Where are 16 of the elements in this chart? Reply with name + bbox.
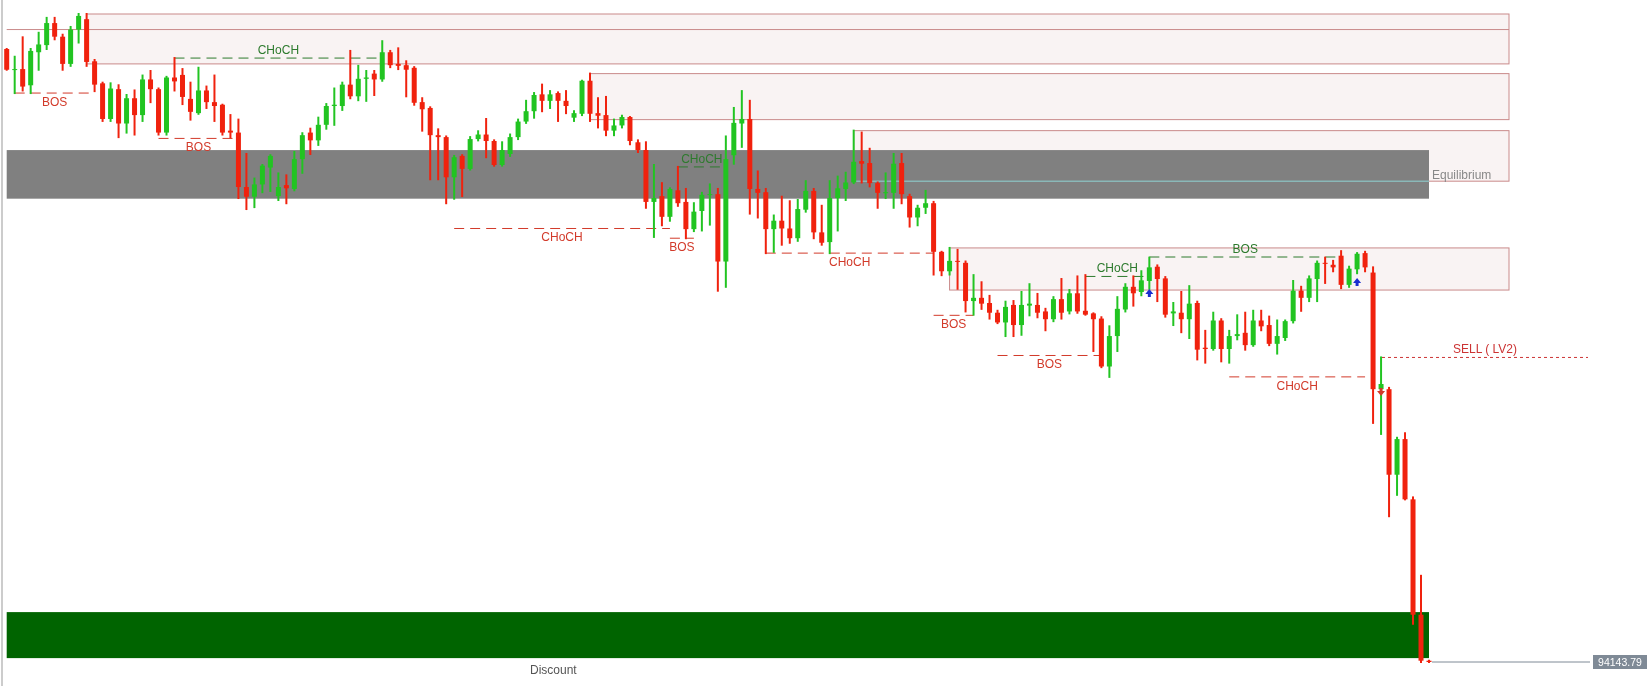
ref-line-label: BOS: [1036, 357, 1063, 372]
band-label: Discount: [530, 663, 578, 678]
ref-line-label: SELL ( LV2): [1452, 342, 1518, 357]
ref-line-label: CHoCH: [541, 230, 583, 245]
ref-line-label: CHoCH: [1096, 261, 1139, 276]
ref-line-label: BOS: [669, 240, 695, 255]
ref-line-label: Equilibrium: [1432, 168, 1492, 183]
ref-line-label: CHoCH: [1276, 378, 1318, 393]
ref-line-label: CHoCH: [829, 255, 871, 270]
ref-line-label: BOS: [41, 95, 68, 110]
ref-line-label: BOS: [1232, 242, 1258, 256]
ref-line-label: BOS: [185, 140, 212, 155]
ref-line-label: BOS: [940, 317, 967, 332]
text: 94143.79: [1598, 656, 1643, 668]
ref-line-label: CHoCH: [257, 43, 300, 58]
ref-line-label: CHoCH: [681, 151, 723, 166]
